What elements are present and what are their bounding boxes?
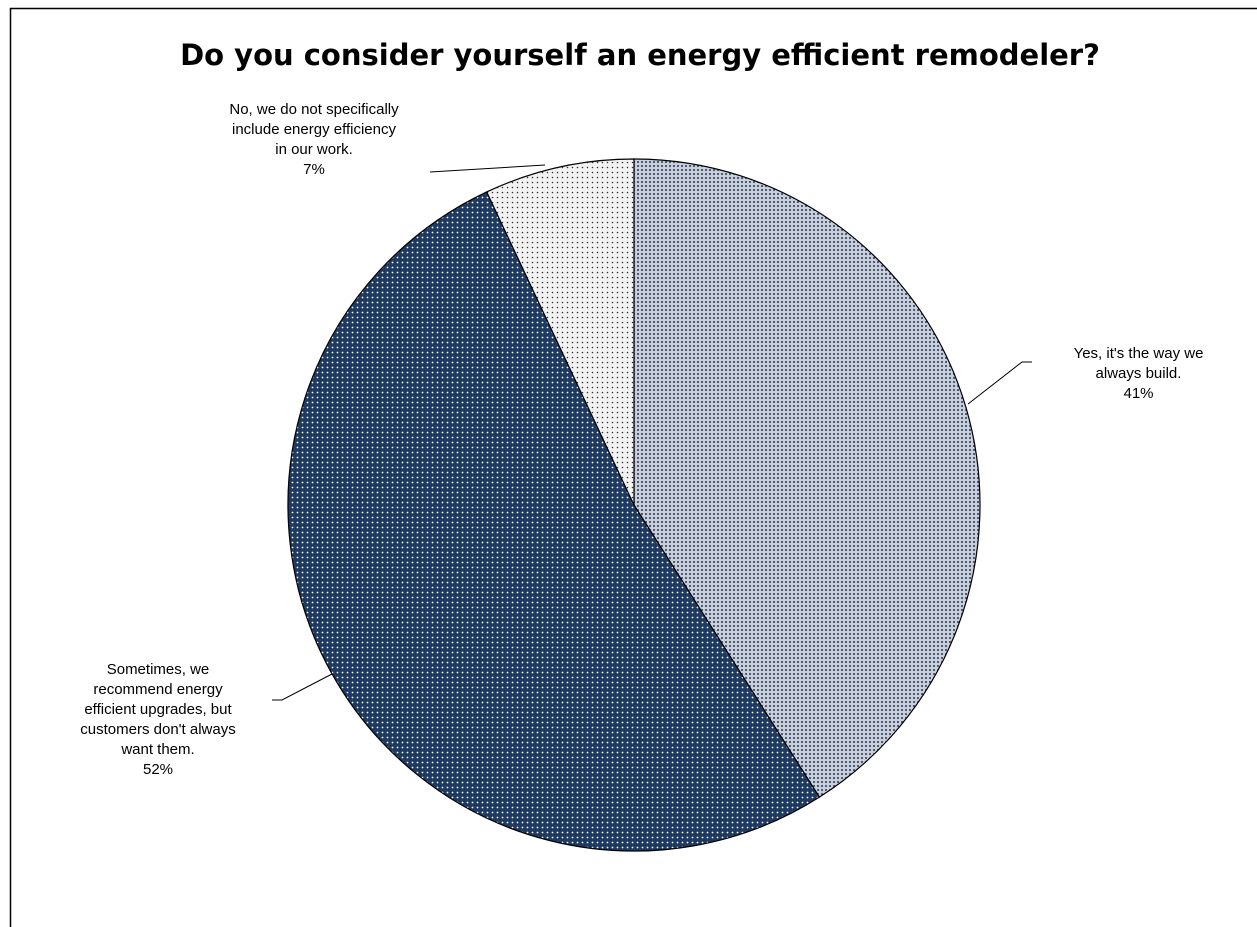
slice-label: Yes, it's the way we always build. 41% [1056, 344, 1221, 404]
category-label: No, we do not specifically include energ… [229, 101, 399, 158]
leader-line [967, 361, 1032, 405]
value-label: 41% [1123, 385, 1154, 402]
slice-label: No, we do not specifically include energ… [228, 100, 400, 180]
category-label: Yes, it's the way we always build. [1073, 345, 1204, 382]
value-label: 52% [142, 761, 174, 778]
leader-line [272, 673, 333, 701]
category-label: Sometimes, we recommend energy efficient… [80, 661, 236, 758]
slice-texture [287, 191, 821, 852]
slice-label: Sometimes, we recommend energy efficient… [72, 660, 244, 780]
slice-texture [633, 158, 981, 798]
leader-line [429, 164, 546, 173]
value-label: 7% [303, 161, 325, 178]
slice-texture [485, 158, 635, 506]
chart-title: Do you consider yourself an energy effic… [180, 38, 1100, 72]
frame [9, 7, 1257, 927]
